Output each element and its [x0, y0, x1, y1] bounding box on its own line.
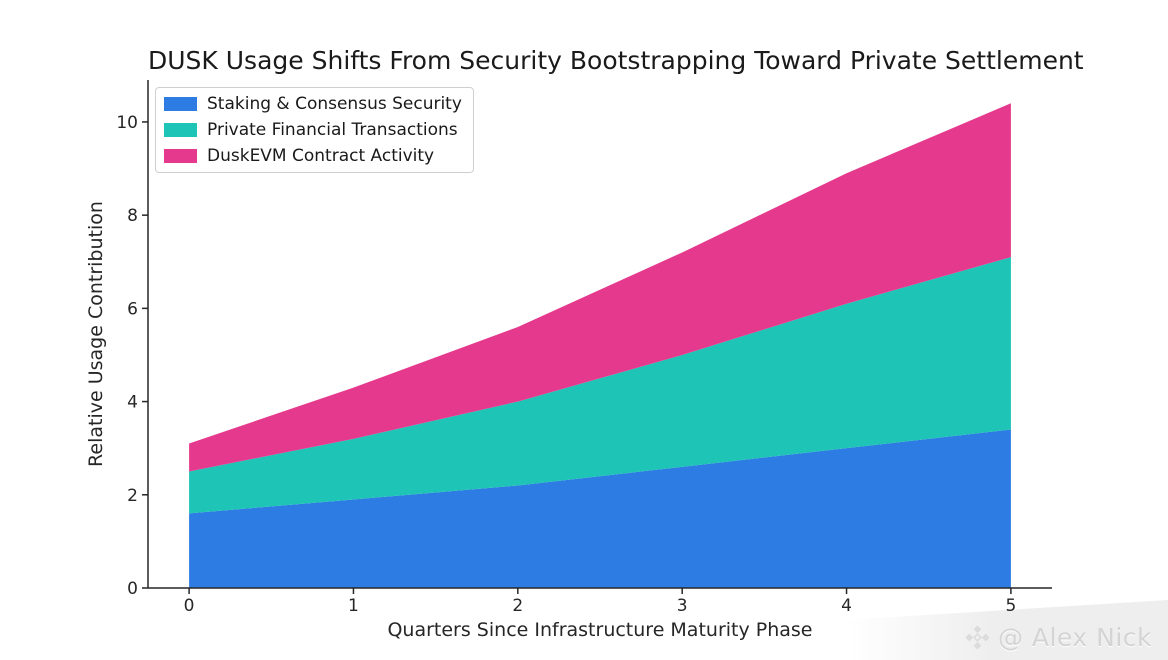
- y-tick-label: 6: [127, 299, 138, 319]
- legend-label: Staking & Consensus Security: [207, 94, 462, 114]
- legend-label: Private Financial Transactions: [207, 120, 458, 140]
- x-axis-label: Quarters Since Infrastructure Maturity P…: [387, 619, 813, 641]
- y-tick-label: 2: [127, 486, 138, 506]
- legend: Staking & Consensus Security Private Fina…: [155, 87, 474, 173]
- y-tick-label: 0: [127, 579, 138, 599]
- x-tick-label: 0: [184, 596, 195, 616]
- watermark-text: @ Alex Nick: [997, 623, 1152, 652]
- area-series-0: [189, 429, 1011, 588]
- diamond-cluster-icon: [965, 625, 990, 650]
- y-tick-label: 4: [127, 393, 138, 413]
- watermark: @ Alex Nick: [964, 623, 1152, 652]
- area-series-2: [189, 103, 1011, 472]
- legend-swatch: [164, 149, 197, 163]
- x-tick-label: 1: [348, 596, 359, 616]
- x-tick-label: 5: [1005, 596, 1016, 616]
- chart-title: DUSK Usage Shifts From Security Bootstra…: [148, 46, 1084, 75]
- x-tick-label: 3: [677, 596, 688, 616]
- x-tick-label: 2: [512, 596, 523, 616]
- legend-item: Staking & Consensus Security: [164, 94, 462, 114]
- area-series-1: [189, 257, 1011, 514]
- y-tick-label: 10: [116, 113, 138, 133]
- legend-label: DuskEVM Contract Activity: [207, 146, 435, 166]
- legend-swatch: [164, 97, 197, 111]
- x-tick-label: 4: [841, 596, 852, 616]
- y-tick-label: 8: [127, 206, 138, 226]
- legend-swatch: [164, 123, 197, 137]
- legend-item: Private Financial Transactions: [164, 120, 462, 140]
- legend-item: DuskEVM Contract Activity: [164, 146, 462, 166]
